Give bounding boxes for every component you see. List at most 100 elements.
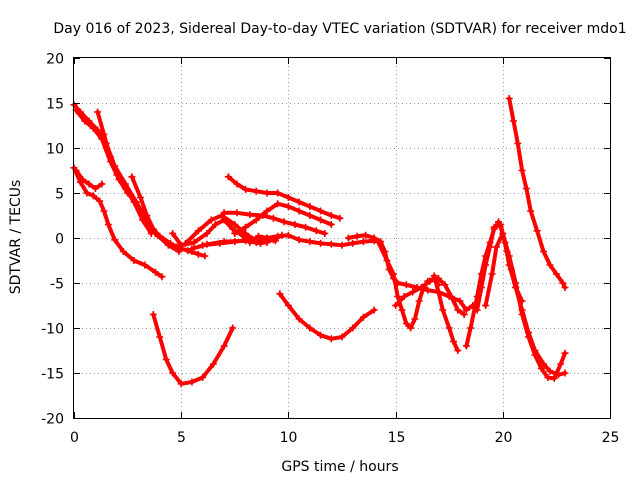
data-point (499, 230, 507, 237)
data-point (370, 234, 378, 242)
data-point (525, 333, 533, 341)
data-point (224, 173, 232, 181)
y-tick-label: 20 (46, 52, 64, 68)
series-arc-5 (70, 164, 166, 281)
data-point (169, 230, 177, 237)
data-point (527, 207, 535, 215)
data-point (147, 230, 155, 237)
data-point (104, 221, 112, 228)
data-point (203, 230, 211, 237)
data-point (272, 237, 280, 245)
y-tick-label: -5 (50, 277, 64, 293)
series-arc-23 (482, 230, 569, 382)
data-point (100, 131, 108, 138)
data-point (409, 288, 417, 296)
data-point (317, 207, 325, 215)
data-point (456, 297, 464, 305)
data-point (207, 216, 215, 224)
data-point (263, 234, 271, 242)
chart-title: Day 016 of 2023, Sidereal Day-to-day VTE… (53, 21, 626, 37)
data-point (306, 238, 314, 246)
data-point (209, 360, 217, 368)
series-arc-16 (276, 290, 378, 343)
data-point (220, 342, 228, 350)
data-point (201, 252, 209, 260)
data-point (512, 279, 520, 287)
data-point (417, 284, 425, 291)
series-arc-24 (505, 95, 569, 291)
data-point (462, 342, 470, 350)
data-point (139, 216, 147, 224)
axis-ticks: 0 5 10 15 20 25 -20 -15 -10 -5 0 5 10 15 20 (41, 52, 619, 447)
y-axis-label: SDTVAR / TECUs (8, 180, 24, 295)
data-series (70, 95, 569, 388)
data-point (552, 270, 560, 278)
data-point (252, 216, 260, 224)
y-tick-label: -15 (41, 367, 64, 383)
data-point (242, 185, 250, 193)
data-point (411, 315, 419, 323)
data-point (130, 198, 138, 206)
data-point (454, 306, 462, 314)
series-line (151, 312, 235, 386)
data-point (510, 117, 518, 125)
data-point (349, 239, 357, 247)
data-point (83, 189, 91, 197)
series-arc-14 (231, 200, 335, 237)
data-point (231, 221, 239, 228)
data-point (111, 236, 119, 244)
data-point (359, 238, 367, 246)
series-line (277, 291, 377, 341)
data-point (497, 221, 505, 228)
data-point (383, 257, 391, 264)
data-point (274, 200, 282, 208)
data-point (158, 273, 166, 281)
data-point (439, 306, 447, 314)
data-point (321, 230, 329, 237)
grid (74, 58, 610, 418)
data-point (96, 197, 104, 205)
x-tick-label: 0 (70, 430, 79, 446)
series-line (222, 210, 327, 236)
data-point (229, 324, 237, 332)
data-point (312, 227, 320, 235)
data-point (327, 221, 335, 228)
data-point (415, 297, 423, 305)
data-point (344, 234, 352, 242)
x-tick-label: 15 (388, 430, 406, 446)
data-point (462, 306, 470, 314)
data-point (149, 225, 157, 233)
data-point (402, 281, 410, 289)
plot-frame (73, 57, 611, 419)
data-point (467, 324, 475, 332)
data-point (362, 231, 370, 239)
y-tick-label: 15 (46, 97, 64, 113)
data-point (430, 272, 438, 280)
y-tick-label: -20 (41, 412, 64, 428)
series-arc-17 (344, 231, 477, 314)
data-point (276, 290, 284, 298)
data-point (561, 349, 569, 357)
data-point (113, 171, 121, 179)
data-point (263, 189, 271, 197)
data-point (156, 232, 164, 240)
data-point (151, 268, 159, 276)
data-point (389, 270, 397, 278)
data-point (263, 207, 271, 215)
data-point (447, 293, 455, 300)
data-point (531, 351, 539, 359)
series-line (74, 108, 182, 254)
data-point (149, 311, 157, 318)
data-point (85, 180, 93, 188)
data-point (407, 324, 415, 332)
series-line (507, 96, 567, 290)
data-point (231, 230, 239, 237)
series-arc-12 (224, 173, 344, 222)
data-point (233, 209, 241, 217)
data-point (91, 185, 99, 192)
data-point (518, 167, 526, 174)
data-point (317, 216, 325, 224)
data-point (302, 223, 310, 231)
data-point (188, 378, 196, 386)
data-point (402, 320, 410, 327)
